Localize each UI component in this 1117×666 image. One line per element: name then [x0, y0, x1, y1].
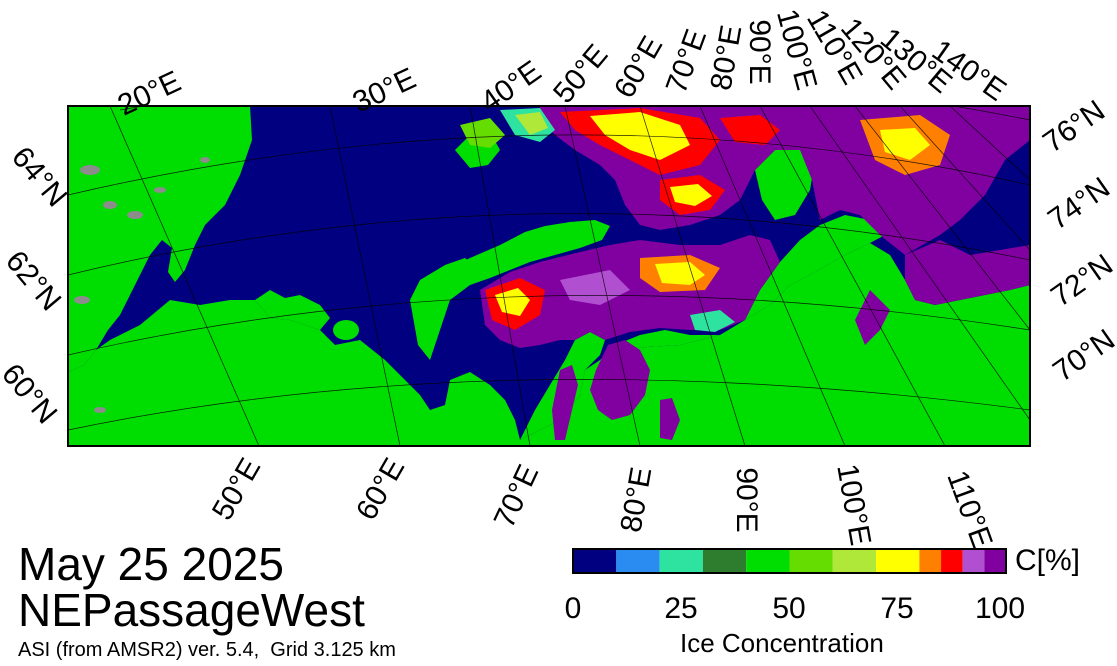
colorbar-swatch	[746, 549, 790, 573]
novaya-zemlya-land	[445, 220, 610, 285]
longitude-label: 60°E	[608, 31, 669, 104]
longitude-label: 80°E	[615, 465, 659, 535]
colorbar-tick-label: 75	[880, 592, 914, 625]
colorbar-swatch	[616, 549, 660, 573]
longitude-label: 70°E	[488, 460, 546, 533]
land-ice-patches	[74, 157, 210, 413]
colorbar-swatch	[941, 549, 963, 573]
latitude-label: 60°N	[0, 358, 63, 431]
latitude-label: 72°N	[1045, 248, 1117, 313]
kolguev-island-land	[333, 320, 359, 340]
colorbar-unit: C[%]	[1015, 544, 1081, 577]
latitude-label: 74°N	[1042, 171, 1116, 236]
colorbar-tick-label: 25	[664, 592, 698, 625]
colorbar-swatch	[789, 549, 833, 573]
colorbar-swatch	[702, 549, 747, 573]
latitude-label: 64°N	[5, 141, 73, 214]
latitude-label: 70°N	[1047, 323, 1117, 388]
region-name: NEPassageWest	[18, 584, 365, 636]
colorbar-swatch	[573, 549, 617, 573]
colorbar-tick-label: 50	[772, 592, 806, 625]
colorbar-frame	[572, 548, 1007, 574]
longitude-label: 100°E	[830, 461, 877, 548]
scandinavia-land	[68, 106, 252, 372]
kola-peninsula-land	[255, 290, 330, 330]
colorbar-swatch	[832, 549, 877, 573]
colorbar-swatch	[962, 549, 985, 573]
colorbar-tick-label: 100	[974, 592, 1026, 625]
russia-mainland-land	[68, 243, 1030, 446]
longitude-label: 50°E	[206, 453, 267, 526]
longitude-label: 80°E	[705, 23, 749, 93]
map-frame	[67, 105, 1031, 447]
latitude-label: 62°N	[0, 245, 67, 318]
latitude-label: 76°N	[1037, 94, 1111, 159]
colorbar-swatch	[919, 549, 942, 573]
graticule-lines	[68, 106, 1030, 446]
sea-ice-concentration	[460, 106, 1030, 440]
longitude-label: 60°E	[350, 453, 411, 526]
gydan-peninsula-land	[600, 330, 720, 360]
product-info: ASI (from AMSR2) ver. 5.4, Grid 3.125 km	[18, 639, 396, 661]
colorbar	[572, 548, 1007, 574]
colorbar-title: Ice Concentration	[680, 628, 884, 658]
severnaya-zemlya-land	[755, 140, 815, 220]
longitude-label: 110°E	[940, 466, 998, 552]
longitude-label: 90°E	[730, 467, 763, 532]
map-date: May 25 2025	[18, 538, 284, 590]
colorbar-tick-label: 0	[564, 592, 582, 625]
colorbar-swatch	[659, 549, 703, 573]
pechora-coast-land	[410, 258, 480, 360]
colorbar-swatch	[984, 549, 1006, 573]
longitude-label: 90°E	[743, 19, 776, 84]
colorbar-swatch	[876, 549, 920, 573]
longitude-label: 50°E	[547, 38, 614, 109]
